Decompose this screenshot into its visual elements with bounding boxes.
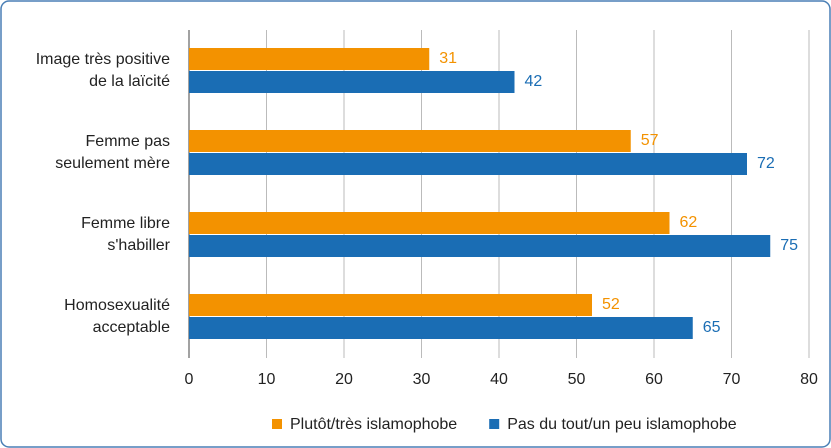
x-tick-label: 30 [413,371,431,388]
legend-label: Pas du tout/un peu islamophobe [507,416,737,433]
value-label: 31 [439,50,457,67]
value-label: 42 [525,73,543,90]
bar [189,317,693,339]
bar [189,294,592,316]
y-tick-label: Image très positive [36,51,170,68]
legend-swatch [272,419,282,429]
x-tick-label: 80 [800,371,818,388]
x-tick-label: 10 [258,371,276,388]
y-tick-label: acceptable [93,319,170,336]
legend-swatch [489,419,500,429]
bar [189,153,747,175]
x-tick-label: 50 [568,371,586,388]
bar [189,48,430,70]
y-tick-label: Femme pas [86,133,170,150]
legend-label: Plutôt/très islamophobe [290,416,457,433]
y-tick-label: Femme libre [81,215,170,232]
x-tick-label: 20 [335,371,353,388]
value-label: 72 [757,155,775,172]
value-label: 62 [680,214,698,231]
value-label: 57 [641,132,659,149]
x-tick-label: 70 [723,371,741,388]
bar [189,212,670,234]
y-tick-label: s'habiller [107,237,170,254]
bar [189,235,771,257]
value-label: 65 [703,319,721,336]
y-tick-label: de la laïcité [89,73,170,90]
bar [189,130,631,152]
x-tick-label: 40 [490,371,508,388]
value-label: 52 [602,296,620,313]
bar [189,71,515,93]
x-tick-label: 60 [645,371,663,388]
y-tick-label: Homosexualité [64,297,170,314]
x-tick-label: 0 [185,371,194,388]
y-tick-label: seulement mère [55,155,170,172]
value-label: 75 [780,237,798,254]
